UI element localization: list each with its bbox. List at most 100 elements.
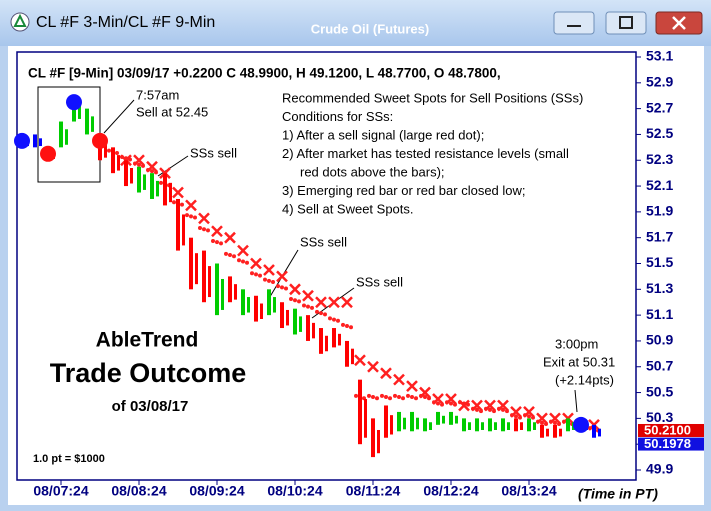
price-bar-shadow xyxy=(195,253,198,285)
price-bar xyxy=(371,418,375,458)
price-bar xyxy=(202,250,206,303)
price-bar-shadow xyxy=(221,278,224,310)
y-tick-label: 51.9 xyxy=(646,203,673,219)
resistance-dot xyxy=(397,395,401,400)
price-bar-shadow xyxy=(247,297,250,313)
price-bar xyxy=(592,424,596,438)
app-icon-glyph xyxy=(13,13,27,27)
resistance-dot xyxy=(159,180,163,185)
price-bar xyxy=(345,340,349,367)
minimize-button[interactable] xyxy=(553,11,595,35)
resistance-dot xyxy=(475,407,479,412)
price-bar xyxy=(501,418,505,432)
price-bar-shadow xyxy=(390,415,393,435)
price-bar xyxy=(553,424,557,438)
stop-marker xyxy=(393,373,405,386)
note-line: 3) Emerging red bar or red bar closed lo… xyxy=(282,183,526,198)
stop-marker xyxy=(146,160,158,173)
price-bar-shadow xyxy=(429,422,432,430)
price-bar-shadow xyxy=(286,309,289,326)
resistance-dot xyxy=(150,169,154,174)
resistance-dot xyxy=(336,318,340,323)
resistance-dot xyxy=(306,304,310,309)
resistance-dot xyxy=(449,401,453,406)
resistance-dot xyxy=(553,420,557,425)
stop-marker xyxy=(354,354,366,367)
price-bar xyxy=(33,134,37,148)
stop-marker xyxy=(276,270,288,283)
arrow xyxy=(103,99,135,134)
y-tick-label: 50.5 xyxy=(646,383,673,399)
stop-marker xyxy=(510,406,522,418)
brand: AbleTrend xyxy=(96,329,199,352)
price-bar-shadow xyxy=(338,333,341,346)
stop-marker xyxy=(549,412,561,425)
resistance-dot xyxy=(115,150,119,155)
annotation: Exit at 50.31 xyxy=(543,354,615,369)
resistance-dot xyxy=(206,228,210,233)
price-bar xyxy=(306,315,310,341)
stop-marker xyxy=(484,399,496,412)
resistance-dot xyxy=(371,395,375,400)
resistance-dot xyxy=(375,396,379,401)
annotation: Sell at 52.45 xyxy=(136,104,208,119)
resistance-dot xyxy=(414,396,418,401)
price-box xyxy=(638,423,704,437)
resistance-dot xyxy=(241,259,245,264)
price-bar xyxy=(449,411,453,425)
price-bar-shadow xyxy=(546,428,549,437)
close-glyph xyxy=(672,16,686,30)
price-bar xyxy=(176,198,180,251)
resistance-dot xyxy=(250,271,254,276)
price-bar-shadow xyxy=(559,428,562,437)
resistance-dot xyxy=(332,317,336,322)
price-bar-shadow xyxy=(39,138,42,147)
price-bar-shadow xyxy=(104,142,107,158)
maximize-button[interactable] xyxy=(605,11,647,35)
resistance-dot xyxy=(215,240,219,245)
resistance-dot xyxy=(514,414,518,419)
price-bar xyxy=(332,328,336,348)
y-tick-label: 51.5 xyxy=(646,254,673,270)
signal-dot xyxy=(573,416,589,433)
y-tick-label: 53.1 xyxy=(646,48,673,64)
x-tick-label: 08/10:24 xyxy=(267,483,322,499)
stop-marker xyxy=(211,225,223,238)
price-box-label: 50.1978 xyxy=(644,436,691,451)
price-bar xyxy=(488,418,492,432)
resistance-dot xyxy=(276,284,280,289)
x-unit: (Time in PT) xyxy=(578,486,658,502)
resistance-dot xyxy=(345,324,349,329)
price-bar-shadow xyxy=(169,182,172,203)
outcome-title: Trade Outcome xyxy=(50,358,247,388)
stop-marker xyxy=(341,296,353,309)
resistance-dot xyxy=(254,272,258,277)
annotation: SSs sell xyxy=(300,234,347,249)
price-bar xyxy=(475,418,479,432)
stop-marker xyxy=(237,244,249,257)
stop-marker xyxy=(367,360,379,373)
note-line: Conditions for SSs: xyxy=(282,109,393,124)
resistance-dot xyxy=(349,325,353,330)
stop-marker xyxy=(328,296,340,309)
annotation: (+2.14pts) xyxy=(555,372,614,387)
resistance-dot xyxy=(315,309,319,314)
y-tick-label: 52.7 xyxy=(646,99,673,115)
resistance-dot xyxy=(193,215,197,220)
note-line: Recommended Sweet Spots for Sell Positio… xyxy=(282,90,583,105)
price-bar xyxy=(85,108,89,135)
price-bar-shadow xyxy=(416,417,419,430)
resistance-dot xyxy=(388,396,392,401)
y-tick-label: 51.3 xyxy=(646,280,673,296)
resistance-dot xyxy=(189,214,193,219)
stop-marker xyxy=(315,296,327,309)
resistance-dot xyxy=(423,395,427,400)
resistance-dot xyxy=(180,202,184,207)
y-tick-label: 52.3 xyxy=(646,151,673,167)
stop-marker xyxy=(198,212,210,225)
x-tick-label: 08/11:24 xyxy=(346,483,401,499)
stop-marker xyxy=(458,399,470,412)
resistance-dot xyxy=(297,299,301,304)
note-line: red dots above the bars); xyxy=(300,164,445,179)
